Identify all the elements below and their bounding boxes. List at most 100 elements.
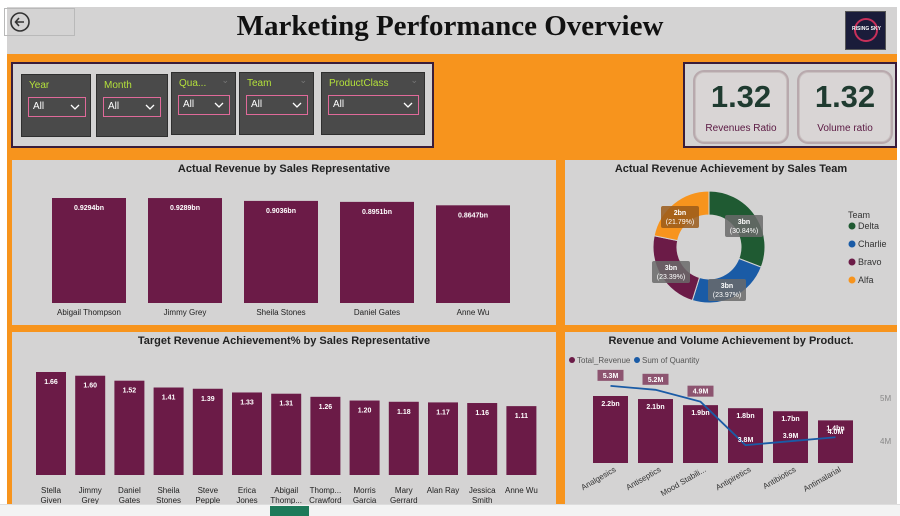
label-box: [661, 206, 699, 228]
legend-title: Team: [848, 210, 870, 220]
slicer-panel: Year All Month All Qua... ⌄ All Team ⌄: [11, 62, 434, 148]
bar-label: 1.4bn: [826, 425, 844, 432]
page-title: Marketing Performance Overview: [236, 10, 664, 42]
bar-label: 2.1bn: [646, 404, 664, 411]
legend-item: Bravo: [858, 257, 882, 267]
line-label: 4.0M: [828, 429, 844, 436]
bar-label: 1.26: [319, 404, 333, 411]
legend-marker: [569, 357, 575, 363]
x-tick-label: Pepple: [195, 496, 220, 504]
revenue-by-team-donut[interactable]: Actual Revenue Achievement by Sales Team…: [565, 160, 897, 325]
bar: [593, 396, 628, 463]
legend-marker: [848, 258, 856, 266]
x-tick-label: Jimmy: [79, 486, 102, 495]
bar: [310, 396, 341, 475]
team-dropdown[interactable]: All: [246, 95, 308, 115]
bar: [728, 408, 763, 463]
quarter-dropdown[interactable]: All: [178, 95, 230, 115]
legend-item: Charlie: [858, 239, 887, 249]
slicer-label: Team: [247, 78, 272, 89]
logo-ring-icon: [854, 18, 878, 42]
y2-tick-label: 4M: [880, 437, 891, 446]
bar-label: 0.8951bn: [362, 209, 392, 216]
actual-revenue-by-rep-chart[interactable]: Actual Revenue by Sales Representative 0…: [12, 160, 556, 325]
legend-marker: [848, 222, 856, 230]
line-label: 4.9M: [687, 385, 714, 397]
slicer-label: Month: [104, 80, 132, 91]
x-tick-label: Steve: [198, 486, 219, 495]
label-percent: (23.39%): [657, 274, 685, 281]
slice-label: 3bn (23.97%): [708, 279, 746, 301]
slicer-team[interactable]: Team ⌄ All: [239, 72, 314, 135]
bar-label: 1.9bn: [691, 410, 709, 417]
slicer-quarter[interactable]: Qua... ⌄ All: [171, 72, 236, 135]
bar: [388, 401, 419, 475]
slicer-year[interactable]: Year All: [21, 74, 91, 137]
x-tick-label: Thomp...: [270, 496, 302, 504]
bar: [52, 198, 126, 303]
kpi-panel: 1.32 Revenues Ratio 1.32 Volume ratio: [683, 62, 897, 148]
target-achievement-by-rep-chart[interactable]: Target Revenue Achievement% by Sales Rep…: [12, 332, 556, 504]
combo-chart-svg: Total_Revenue Sum of Quantity 2.2bn Analges…: [569, 356, 891, 498]
back-arrow-icon: [10, 12, 30, 32]
x-tick-label: Alan Ray: [427, 486, 459, 495]
chart-title: Target Revenue Achievement% by Sales Rep…: [137, 335, 431, 347]
sheet-tab[interactable]: [270, 506, 309, 516]
x-tick-label: Thomp...: [310, 486, 342, 495]
x-tick-label: Sheila Stones: [256, 308, 305, 317]
legend-item: Sum of Quantity: [642, 356, 699, 365]
kpi-value: 1.32: [814, 79, 876, 114]
x-tick-label: Daniel: [118, 486, 141, 495]
label-value: 3bn: [738, 219, 750, 226]
x-tick-label: Antipiretics: [714, 465, 752, 492]
slice-label: 2bn (21.79%): [661, 206, 699, 228]
slicer-label: ProductClass: [329, 78, 389, 89]
bar: [436, 205, 510, 303]
product-achievement-combo-chart[interactable]: Revenue and Volume Achievement by Produc…: [565, 332, 897, 504]
label-value: 5.2M: [648, 377, 664, 384]
label-percent: (21.79%): [666, 219, 694, 226]
bar-label: 1.39: [201, 396, 215, 403]
x-tick-label: Grey: [82, 496, 99, 504]
bar: [349, 400, 380, 475]
bar: [467, 403, 498, 475]
chart-title: Actual Revenue Achievement by Sales Team: [614, 163, 848, 175]
label-box: [725, 215, 763, 237]
bar-label: 1.8bn: [736, 413, 754, 420]
bar-label: 1.33: [240, 399, 254, 406]
x-tick-label: Smith: [472, 496, 492, 504]
bar: [148, 198, 222, 303]
bar: [192, 388, 223, 475]
productclass-dropdown[interactable]: All: [328, 95, 419, 115]
label-box: [687, 385, 714, 397]
slicer-month[interactable]: Month All: [96, 74, 168, 137]
x-tick-label: Daniel Gates: [354, 308, 400, 317]
x-tick-label: Jones: [236, 496, 257, 504]
label-value: 3bn: [665, 265, 677, 272]
slicer-label: Year: [29, 80, 50, 91]
bar-label: 1.20: [358, 408, 372, 415]
bar: [232, 392, 262, 475]
chevron-down-icon: ⌄: [221, 75, 229, 85]
bar-label: 1.66: [44, 379, 58, 386]
x-tick-label: Stones: [156, 496, 181, 504]
chevron-down-icon: [70, 104, 80, 110]
legend-item: Delta: [858, 221, 879, 231]
month-dropdown[interactable]: All: [103, 97, 161, 117]
bar-chart-svg: 0.9294bn Abigail Thompson 0.9289bn Jimmy Gr…: [52, 198, 510, 317]
line-label: 5.3M: [597, 369, 624, 381]
slicer-productclass[interactable]: ProductClass ⌄ All: [321, 72, 425, 135]
label-value: 4.0M: [828, 429, 844, 436]
bar: [75, 375, 106, 475]
header-bar: [7, 7, 897, 54]
label-box: [642, 373, 669, 385]
legend-item: Alfa: [858, 275, 874, 285]
year-dropdown[interactable]: All: [28, 97, 86, 117]
dropdown-value: All: [333, 99, 345, 110]
back-button[interactable]: [4, 8, 75, 36]
line-label: 3.8M: [738, 437, 754, 444]
line-label: 5.2M: [642, 373, 669, 385]
bar: [114, 380, 145, 475]
x-tick-label: Antimalarial: [802, 465, 843, 494]
chevron-down-icon: [214, 102, 224, 108]
